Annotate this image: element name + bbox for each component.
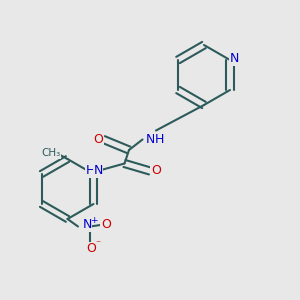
Text: N: N bbox=[82, 218, 92, 232]
Text: N: N bbox=[93, 164, 103, 178]
Text: O: O bbox=[101, 218, 111, 232]
Text: H: H bbox=[155, 133, 164, 146]
Text: +: + bbox=[90, 216, 97, 225]
Text: O: O bbox=[151, 164, 161, 178]
Text: ⁻: ⁻ bbox=[96, 239, 101, 250]
Text: N: N bbox=[145, 133, 155, 146]
Text: O: O bbox=[93, 133, 103, 146]
Text: H: H bbox=[86, 164, 95, 178]
Text: N: N bbox=[230, 52, 239, 65]
Text: CH₃: CH₃ bbox=[41, 148, 61, 158]
Text: O: O bbox=[87, 242, 96, 256]
